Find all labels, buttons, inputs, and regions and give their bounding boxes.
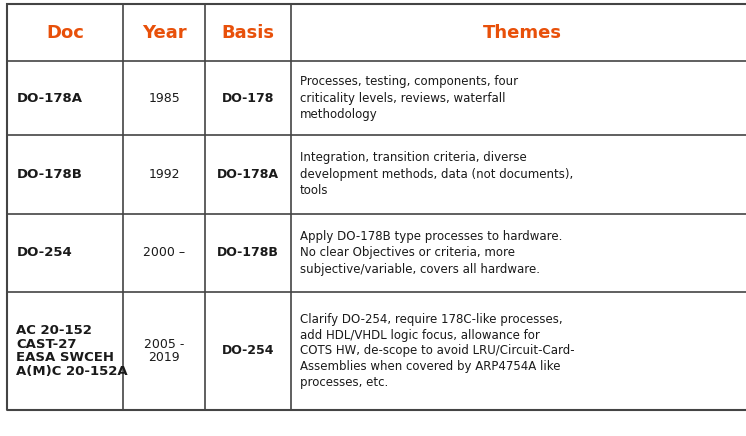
Text: 2019: 2019 bbox=[148, 351, 180, 364]
Text: subjective/variable, covers all hardware.: subjective/variable, covers all hardware… bbox=[300, 263, 540, 276]
Text: DO-178A: DO-178A bbox=[16, 92, 82, 105]
Text: Themes: Themes bbox=[483, 24, 562, 42]
Text: DO-178B: DO-178B bbox=[217, 246, 279, 259]
Text: COTS HW, de-scope to avoid LRU/Circuit-Card-: COTS HW, de-scope to avoid LRU/Circuit-C… bbox=[300, 344, 574, 358]
Text: development methods, data (not documents),: development methods, data (not documents… bbox=[300, 168, 573, 181]
Text: Processes, testing, components, four: Processes, testing, components, four bbox=[300, 75, 518, 88]
Text: 2000 –: 2000 – bbox=[143, 246, 185, 259]
Text: add HDL/VHDL logic focus, allowance for: add HDL/VHDL logic focus, allowance for bbox=[300, 329, 540, 342]
Text: DO-178B: DO-178B bbox=[217, 246, 279, 259]
Text: CAST-27: CAST-27 bbox=[16, 337, 77, 351]
Text: Assemblies when covered by ARP4754A like: Assemblies when covered by ARP4754A like bbox=[300, 360, 560, 373]
Text: DO-178B: DO-178B bbox=[16, 168, 82, 181]
Text: Clarify DO-254, require 178C-like processes,: Clarify DO-254, require 178C-like proces… bbox=[300, 313, 562, 326]
Text: DO-254: DO-254 bbox=[16, 246, 72, 259]
Text: tools: tools bbox=[300, 184, 328, 198]
Text: EASA SWCEH: EASA SWCEH bbox=[16, 351, 114, 364]
Text: DO-178: DO-178 bbox=[222, 92, 275, 105]
Text: Basis: Basis bbox=[222, 24, 275, 42]
Text: DO-178A: DO-178A bbox=[217, 168, 279, 181]
Text: 2005 -: 2005 - bbox=[144, 337, 184, 351]
Text: criticality levels, reviews, waterfall: criticality levels, reviews, waterfall bbox=[300, 92, 505, 105]
Text: methodology: methodology bbox=[300, 108, 377, 121]
Text: Apply DO-178B type processes to hardware.: Apply DO-178B type processes to hardware… bbox=[300, 230, 562, 243]
Text: DO-254: DO-254 bbox=[222, 344, 275, 358]
Text: 1992: 1992 bbox=[148, 168, 180, 181]
Text: 1985: 1985 bbox=[148, 92, 180, 105]
Text: No clear Objectives or criteria, more: No clear Objectives or criteria, more bbox=[300, 246, 515, 259]
Text: Integration, transition criteria, diverse: Integration, transition criteria, divers… bbox=[300, 151, 527, 164]
Text: Doc: Doc bbox=[46, 24, 84, 42]
Text: processes, etc.: processes, etc. bbox=[300, 376, 388, 389]
Text: Year: Year bbox=[142, 24, 186, 42]
Text: A(M)C 20-152A: A(M)C 20-152A bbox=[16, 365, 128, 378]
Text: DO-178A: DO-178A bbox=[217, 168, 279, 181]
Text: AC 20-152: AC 20-152 bbox=[16, 324, 93, 337]
